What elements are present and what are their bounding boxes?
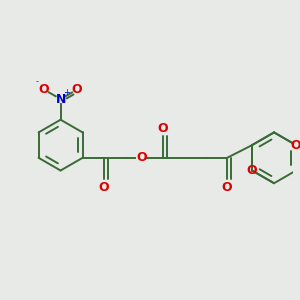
Text: +: + [63,88,70,97]
Text: O: O [39,83,49,96]
Text: O: O [136,151,146,164]
Text: O: O [72,83,83,96]
Text: O: O [158,122,168,135]
Text: O: O [291,139,300,152]
Text: N: N [56,93,66,106]
Text: O: O [99,181,110,194]
Text: O: O [247,164,257,177]
Text: -: - [36,77,39,86]
Text: O: O [222,181,232,194]
